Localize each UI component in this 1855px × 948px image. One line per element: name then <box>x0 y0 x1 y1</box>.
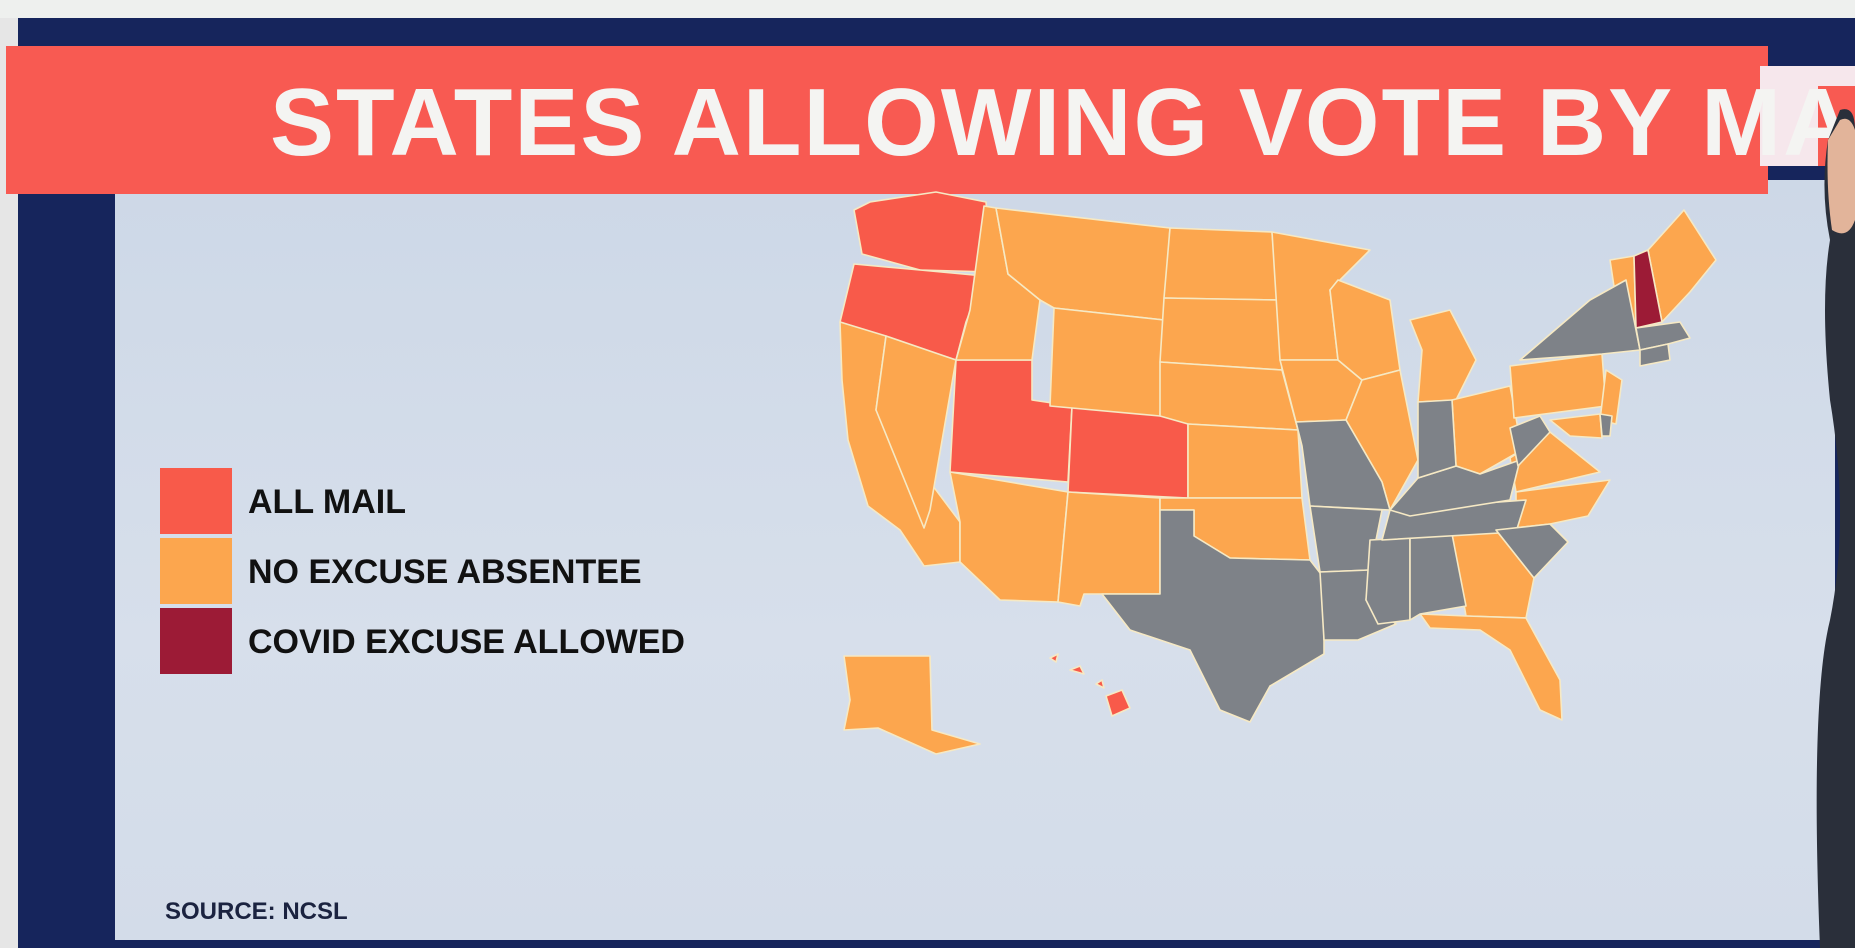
state-sd <box>1159 297 1283 371</box>
title-bar <box>6 46 1768 194</box>
state-ms <box>1365 537 1411 625</box>
state-ma <box>1635 321 1691 351</box>
state-de <box>1599 413 1613 437</box>
us-map-svg <box>839 191 1717 755</box>
legend-label-all-mail: ALL MAIL <box>248 483 407 521</box>
state-az <box>949 471 1069 603</box>
state-in <box>1417 399 1457 479</box>
studio-wall-top <box>0 0 1855 22</box>
legend-item-covid-excuse-allowed: COVID EXCUSE ALLOWED <box>160 608 720 678</box>
state-wy <box>1049 307 1165 417</box>
state-fl <box>1419 613 1563 721</box>
state-co <box>1067 405 1189 499</box>
state-tx <box>1101 509 1325 723</box>
legend-label-covid-excuse-allowed: COVID EXCUSE ALLOWED <box>248 623 685 661</box>
legend-swatch-no-excuse-absentee <box>160 538 232 604</box>
legend-item-all-mail: ALL MAIL <box>160 468 720 538</box>
state-ct <box>1639 343 1671 367</box>
page-title: STATES ALLOWING VOTE BY MAIL <box>270 69 1855 176</box>
state-ny <box>1519 279 1641 361</box>
legend-item-no-excuse-absentee: NO EXCUSE ABSENTEE <box>160 538 720 608</box>
state-nd <box>1163 227 1279 301</box>
state-hi <box>1049 653 1131 717</box>
presenter-silhouette <box>1816 109 1855 948</box>
state-md <box>1549 413 1603 439</box>
legend-label-no-excuse-absentee: NO EXCUSE ABSENTEE <box>248 553 642 591</box>
state-ne <box>1159 361 1299 431</box>
legend-swatch-all-mail <box>160 468 232 534</box>
state-nh <box>1633 249 1663 329</box>
state-nj <box>1599 369 1623 425</box>
state-wv <box>1509 415 1551 467</box>
state-ak <box>843 655 981 755</box>
state-nv <box>875 335 957 529</box>
us-map <box>750 191 1810 900</box>
state-nm <box>1057 491 1161 607</box>
state-ks <box>1187 423 1303 499</box>
legend-swatch-covid-excuse-allowed <box>160 608 232 674</box>
state-sc <box>1495 523 1569 579</box>
studio-pillar <box>0 18 18 948</box>
state-pa <box>1509 353 1607 419</box>
source-credit: SOURCE: NCSL <box>165 898 348 925</box>
state-wa <box>853 191 993 273</box>
state-mi <box>1409 309 1477 403</box>
